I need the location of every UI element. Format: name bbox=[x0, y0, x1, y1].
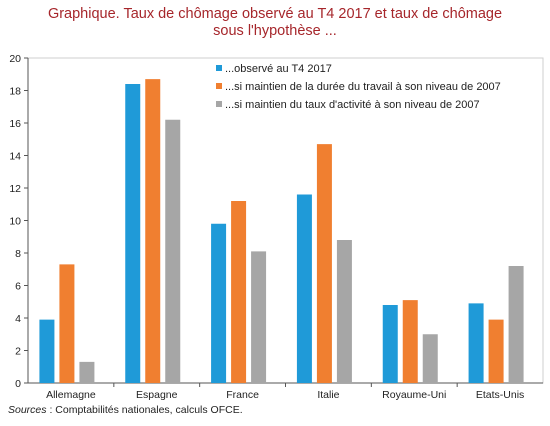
legend-swatch bbox=[216, 83, 222, 89]
bar bbox=[402, 300, 418, 383]
legend-label: ...observé au T4 2017 bbox=[225, 63, 332, 75]
y-tick-label: 8 bbox=[15, 248, 21, 260]
bar bbox=[39, 319, 55, 383]
y-tick-label: 0 bbox=[15, 378, 21, 390]
bar bbox=[422, 334, 438, 383]
source-note: Sources : Comptabilités nationales, calc… bbox=[8, 404, 243, 416]
legend-swatch bbox=[216, 65, 222, 71]
y-tick-label: 18 bbox=[9, 86, 21, 98]
x-tick-label: Allemagne bbox=[46, 389, 96, 401]
x-tick-label: Etats-Unis bbox=[476, 389, 524, 401]
bar bbox=[316, 144, 332, 383]
bar bbox=[165, 119, 181, 383]
x-tick-label: France bbox=[226, 389, 259, 401]
bar bbox=[145, 79, 161, 383]
y-tick-label: 12 bbox=[9, 183, 21, 195]
legend-swatch bbox=[216, 101, 222, 107]
y-tick-label: 14 bbox=[9, 151, 21, 163]
y-tick-label: 16 bbox=[9, 118, 21, 130]
legend-label: ...si maintien de la durée du travail à … bbox=[225, 81, 501, 93]
bar bbox=[231, 201, 247, 383]
source-text: : Comptabilités nationales, calculs OFCE… bbox=[46, 404, 243, 416]
bar bbox=[125, 84, 141, 383]
bar bbox=[79, 361, 95, 383]
bar bbox=[382, 305, 398, 383]
y-tick-label: 4 bbox=[15, 313, 21, 325]
chart-title-line1: Graphique. Taux de chômage observé au T4… bbox=[47, 6, 503, 22]
x-tick-label: Italie bbox=[317, 389, 339, 401]
source-label: Sources bbox=[8, 404, 47, 416]
bar bbox=[488, 319, 504, 383]
chart-title: Graphique. Taux de chômage observé au T4… bbox=[0, 6, 550, 40]
y-tick-label: 10 bbox=[9, 216, 21, 228]
y-tick-label: 20 bbox=[9, 53, 21, 65]
chart-title-line2: sous l'hypothèse ... bbox=[213, 23, 337, 39]
bar bbox=[468, 303, 484, 383]
y-tick-label: 2 bbox=[15, 346, 21, 358]
bar bbox=[296, 194, 312, 383]
bar bbox=[59, 264, 75, 383]
bar bbox=[508, 266, 524, 383]
bar bbox=[251, 251, 267, 383]
bar bbox=[211, 223, 227, 383]
y-tick-label: 6 bbox=[15, 281, 21, 293]
legend-label: ...si maintien du taux d'activité à son … bbox=[225, 99, 480, 111]
x-tick-label: Royaume-Uni bbox=[382, 389, 446, 401]
bar bbox=[336, 240, 352, 383]
x-tick-label: Espagne bbox=[136, 389, 178, 401]
